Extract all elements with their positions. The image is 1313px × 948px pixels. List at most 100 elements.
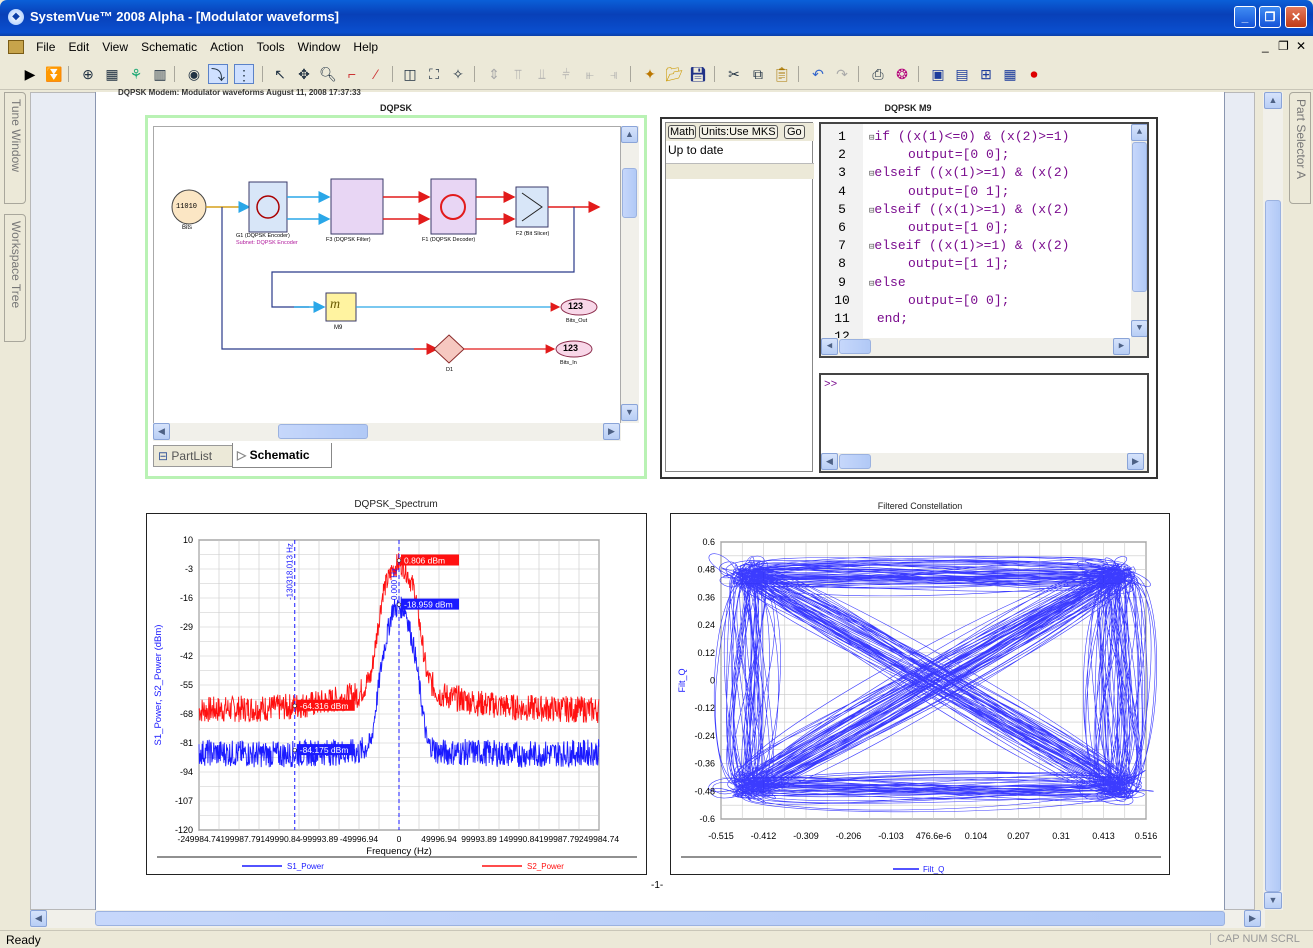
help-icon[interactable]: ❂	[896, 66, 908, 82]
layout2-icon[interactable]: ▤	[955, 66, 969, 82]
hscroll-thumb[interactable]	[278, 424, 368, 439]
add-part-icon[interactable]: ⊕	[82, 66, 94, 82]
menu-action[interactable]: Action	[210, 40, 244, 54]
align-top-icon[interactable]: ⫪	[514, 66, 522, 82]
grid-toggle-icon[interactable]: ⋮	[234, 64, 254, 84]
fold-icon[interactable]: ⊟	[869, 205, 875, 216]
code-scroll-right-icon[interactable]: ▶	[1113, 338, 1130, 355]
zoom-all-icon[interactable]: ✧	[452, 66, 464, 82]
paste-icon[interactable]: 📋︎	[773, 66, 791, 82]
tune-window-tab[interactable]: Tune Window	[4, 92, 26, 204]
console-hscroll-thumb[interactable]	[839, 454, 871, 469]
fold-icon[interactable]: ⊟	[869, 278, 875, 289]
code-editor[interactable]: 1 ⊟if ((x(1)<=0) & (x(2)>=1) 2 output=[0 0…	[819, 122, 1149, 358]
print-icon[interactable]: ⎙	[872, 66, 884, 82]
code-scroll-left-icon[interactable]: ◀	[821, 338, 838, 355]
stop-icon[interactable]: ⏺	[1030, 66, 1038, 82]
tab-partlist[interactable]: ⊟ PartList	[153, 445, 233, 467]
schematic-hscrollbar[interactable]: ◀ ▶	[153, 423, 621, 441]
main-scroll-right-icon[interactable]: ▶	[1244, 910, 1261, 927]
align-mid-icon[interactable]: ⫫	[538, 66, 546, 82]
run-icon[interactable]: ▶	[24, 66, 36, 82]
align-bottom-icon[interactable]: ⫩	[561, 66, 571, 82]
code-scroll-down-icon[interactable]: ▼	[1131, 320, 1147, 337]
undo-icon[interactable]: ↶	[812, 66, 824, 82]
layout3-icon[interactable]: ⊞	[980, 66, 992, 82]
code-line[interactable]: 3 ⊟elseif ((x(1)>=1) & (x(2)	[821, 164, 1146, 182]
code-line[interactable]: 10 output=[0 0];	[821, 292, 1146, 310]
go-button[interactable]: Go	[784, 125, 805, 139]
code-line[interactable]: 11 end;	[821, 310, 1146, 328]
maximize-button[interactable]: ❐	[1259, 6, 1281, 28]
fold-icon[interactable]: ⊟	[869, 169, 875, 180]
workspace-tree-tab[interactable]: Workspace Tree	[4, 214, 26, 342]
main-scroll-down-icon[interactable]: ▼	[1264, 892, 1282, 909]
pan-icon[interactable]: ✥	[298, 66, 310, 82]
menu-window[interactable]: Window	[297, 40, 341, 54]
layout1-icon[interactable]: ▣	[931, 66, 945, 82]
main-hscrollbar[interactable]: ◀ ▶	[30, 910, 1265, 928]
zoom-box-icon[interactable]: ◫	[403, 66, 417, 82]
zoom-icon[interactable]: 🔍︎	[319, 66, 337, 82]
code-vscrollbar[interactable]: ▲ ▼	[1131, 124, 1147, 338]
constellation-chart[interactable]: 0.6 0.48 0.36 0.24 0.12 0 -0.12 -0.24 -0.36 -0.48…	[671, 514, 1171, 876]
code-line[interactable]: 5 ⊟elseif ((x(1)>=1) & (x(2)	[821, 201, 1146, 219]
main-vscrollbar[interactable]: ▲ ▼	[1263, 92, 1283, 910]
main-scroll-thumb[interactable]	[1265, 200, 1281, 892]
scroll-thumb[interactable]	[622, 168, 637, 218]
main-scroll-left-icon[interactable]: ◀	[30, 910, 47, 927]
schematic-view[interactable]: 11010 Bits G1 (DQPSK Encoder) Subnet: DQ…	[153, 126, 621, 431]
menu-tools[interactable]: Tools	[256, 40, 285, 54]
align-vert-icon[interactable]: ⇕	[488, 66, 500, 82]
line-icon[interactable]: ⁄	[374, 66, 378, 82]
menu-view[interactable]: View	[102, 40, 129, 54]
menu-help[interactable]: Help	[353, 40, 379, 54]
step-icon[interactable]: ⏬	[45, 66, 63, 82]
menu-schematic[interactable]: Schematic	[141, 40, 198, 54]
meter-icon[interactable]: ▥	[153, 66, 167, 82]
spectrum-chart[interactable]: 10 -3 -16 -29 -42 -55 -68 -81 -94 -107 -120-249984…	[147, 514, 648, 876]
console-hscrollbar[interactable]: ◀ ▶	[821, 453, 1147, 471]
code-line[interactable]: 6 output=[1 0];	[821, 219, 1146, 237]
main-scroll-up-icon[interactable]: ▲	[1264, 92, 1282, 109]
code-line[interactable]: 2 output=[0 0];	[821, 146, 1146, 164]
schematic-vscrollbar[interactable]: ▲ ▼	[621, 126, 639, 423]
align-right-icon[interactable]: ⫣	[609, 66, 619, 82]
code-scroll-up-icon[interactable]: ▲	[1131, 124, 1147, 141]
calculator-icon[interactable]: ▦	[1003, 66, 1017, 82]
code-line[interactable]: 8 output=[1 1];	[821, 255, 1146, 273]
code-line[interactable]: 1 ⊟if ((x(1)<=0) & (x(2)>=1)	[821, 128, 1146, 146]
math-button[interactable]: Math	[668, 125, 697, 139]
open-icon[interactable]: 📂︎	[665, 66, 683, 82]
save-icon[interactable]: 💾︎	[689, 66, 707, 82]
scroll-up-icon[interactable]: ▲	[621, 126, 638, 143]
code-line[interactable]: 7 ⊟elseif ((x(1)>=1) & (x(2)	[821, 237, 1146, 255]
scroll-right-icon[interactable]: ▶	[603, 423, 620, 440]
new-icon[interactable]: ✦	[644, 66, 656, 82]
close-button[interactable]: ✕	[1285, 6, 1307, 28]
part-selector-tab[interactable]: Part Selector A	[1289, 92, 1311, 204]
eye-icon[interactable]: ◉	[187, 66, 201, 82]
code-scroll-thumb[interactable]	[1132, 142, 1147, 292]
pointer-icon[interactable]: ↖	[274, 66, 286, 82]
math-console[interactable]: >> ◀ ▶	[819, 373, 1149, 473]
units-button[interactable]: Units:Use MKS	[699, 125, 778, 139]
zoom-fit-icon[interactable]: ⛶	[429, 66, 439, 82]
fold-icon[interactable]: ⊟	[869, 133, 875, 143]
copy-icon[interactable]: ⧉	[753, 66, 763, 82]
wire-icon[interactable]: ⤵	[208, 64, 228, 84]
minimize-button[interactable]: _	[1234, 6, 1256, 28]
fold-icon[interactable]: ⊟	[869, 242, 875, 253]
code-line[interactable]: 4 output=[0 1];	[821, 183, 1146, 201]
hierarchy-icon[interactable]: ⚘	[129, 66, 143, 82]
mdi-restore-button[interactable]: ❐	[1278, 39, 1289, 53]
code-hscroll-thumb[interactable]	[839, 339, 871, 354]
scroll-left-icon[interactable]: ◀	[153, 423, 170, 440]
code-line[interactable]: 9 ⊟else	[821, 274, 1146, 292]
main-hscroll-thumb[interactable]	[95, 911, 1225, 926]
corner-wire-icon[interactable]: ⌐	[347, 66, 357, 82]
mdi-minimize-button[interactable]: _	[1262, 39, 1269, 53]
console-scroll-right-icon[interactable]: ▶	[1127, 453, 1144, 470]
console-scroll-left-icon[interactable]: ◀	[821, 453, 838, 470]
align-left-icon[interactable]: ⫦	[586, 66, 594, 82]
